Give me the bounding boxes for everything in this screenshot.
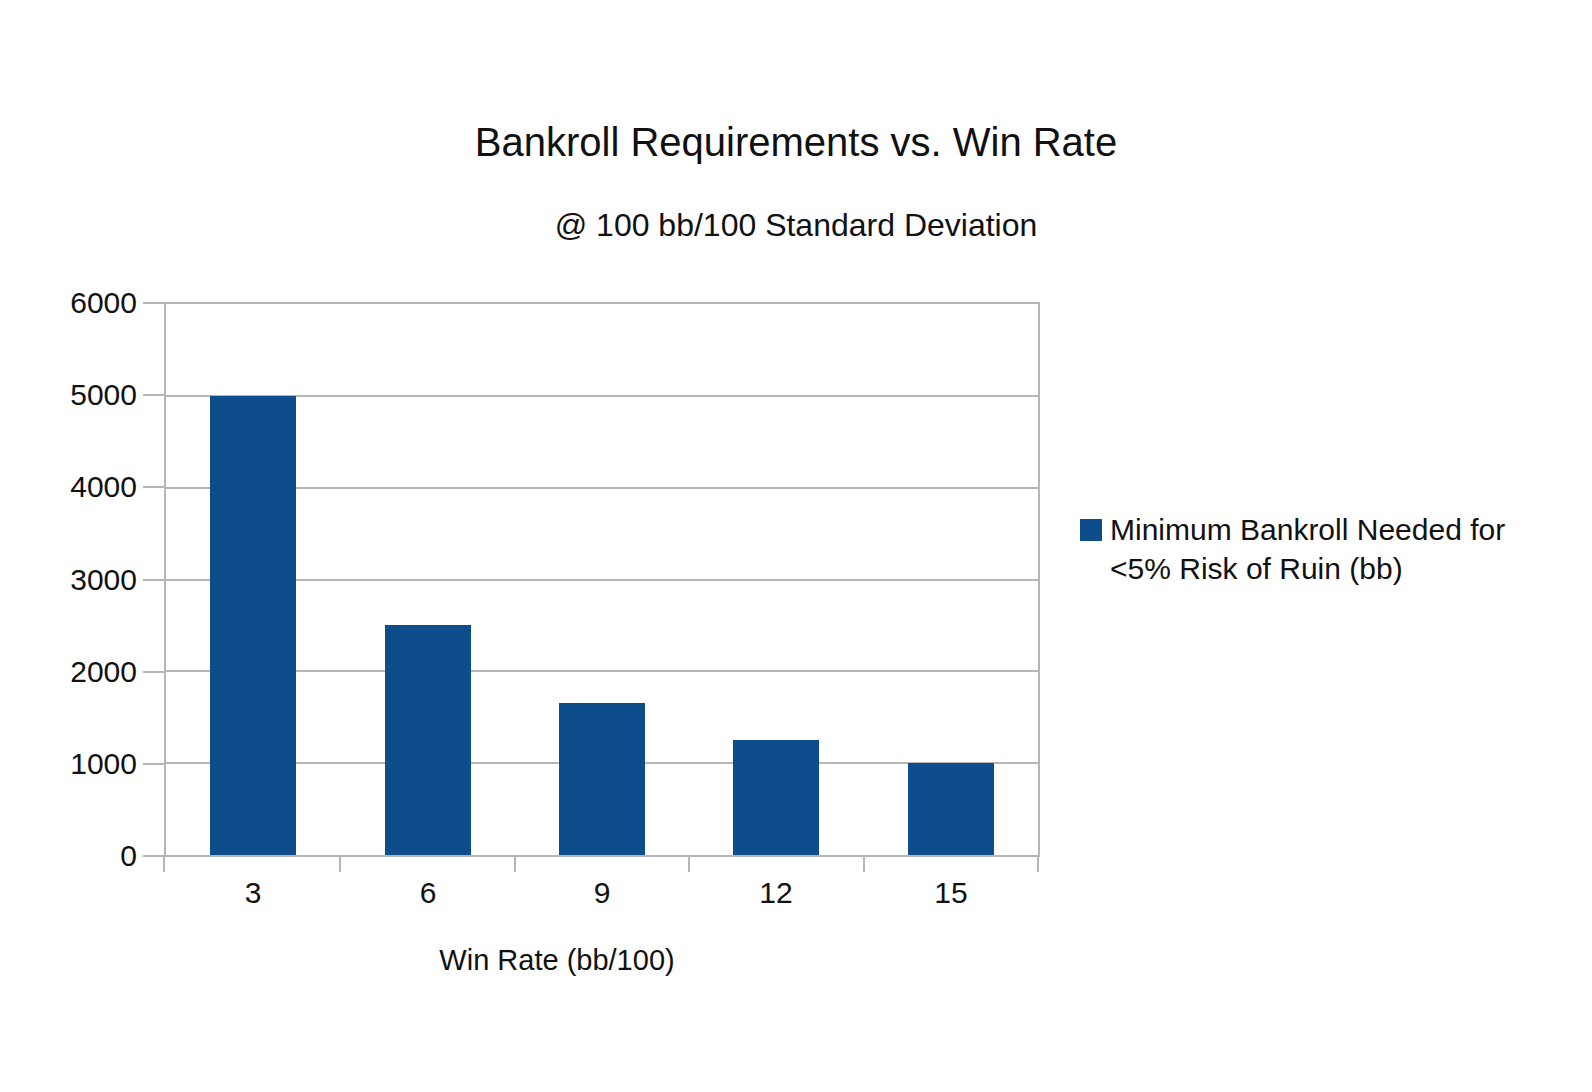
plot-area — [164, 302, 1040, 857]
x-axis-label-9: 9 — [532, 876, 672, 910]
y-axis-label-2000: 2000 — [19, 655, 137, 689]
chart-canvas: { "chart_data": { "type": "bar", "title"… — [0, 0, 1592, 1092]
x-axis-tick-5 — [1037, 855, 1039, 872]
y-axis-tick-1000 — [143, 763, 164, 765]
bar-winrate-12 — [733, 740, 819, 855]
y-axis-label-6000: 6000 — [19, 286, 137, 320]
bar-winrate-15 — [908, 763, 994, 855]
legend: Minimum Bankroll Needed for <5% Risk of … — [1080, 510, 1505, 588]
legend-series-label: Minimum Bankroll Needed for <5% Risk of … — [1110, 510, 1505, 588]
x-axis-label-3: 3 — [183, 876, 323, 910]
chart-subtitle: @ 100 bb/100 Standard Deviation — [0, 206, 1592, 244]
y-axis-tick-3000 — [143, 579, 164, 581]
gridline-3000 — [166, 579, 1038, 581]
x-axis-title: Win Rate (bb/100) — [439, 942, 674, 978]
legend-series-swatch — [1080, 519, 1102, 541]
bar-winrate-3 — [210, 396, 296, 855]
gridline-2000 — [166, 670, 1038, 672]
legend-label-line1: Minimum Bankroll Needed for — [1110, 510, 1505, 549]
x-axis-label-12: 12 — [706, 876, 846, 910]
y-axis-label-4000: 4000 — [19, 470, 137, 504]
x-axis-tick-4 — [863, 855, 865, 872]
x-axis-tick-3 — [688, 855, 690, 872]
legend-label-line2: <5% Risk of Ruin (bb) — [1110, 549, 1505, 588]
x-axis-tick-2 — [514, 855, 516, 872]
y-axis-label-5000: 5000 — [19, 378, 137, 412]
y-axis-tick-4000 — [143, 486, 164, 488]
y-axis-label-1000: 1000 — [19, 747, 137, 781]
bar-winrate-9 — [559, 703, 645, 855]
y-axis-tick-5000 — [143, 394, 164, 396]
gridline-4000 — [166, 487, 1038, 489]
x-axis-tick-1 — [339, 855, 341, 872]
gridline-5000 — [166, 395, 1038, 397]
x-axis-label-6: 6 — [358, 876, 498, 910]
y-axis-tick-2000 — [143, 671, 164, 673]
y-axis-label-3000: 3000 — [19, 563, 137, 597]
x-axis-label-15: 15 — [881, 876, 1021, 910]
y-axis-tick-0 — [143, 855, 164, 857]
bar-winrate-6 — [385, 625, 471, 855]
y-axis-tick-6000 — [143, 302, 164, 304]
x-axis-tick-0 — [163, 855, 165, 872]
chart-title: Bankroll Requirements vs. Win Rate — [0, 118, 1592, 166]
y-axis-label-0: 0 — [19, 839, 137, 873]
